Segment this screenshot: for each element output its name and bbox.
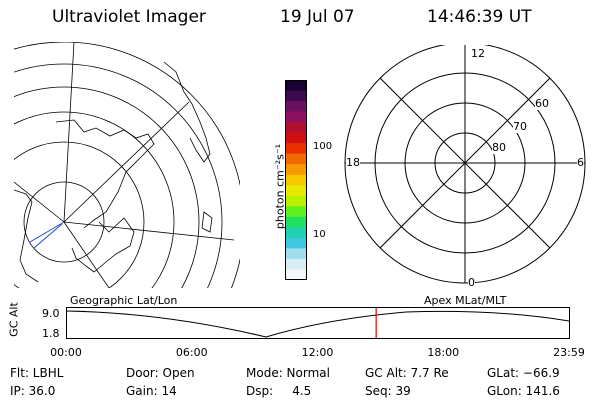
lat-circle bbox=[14, 86, 200, 288]
coastline bbox=[163, 61, 211, 163]
colorbar-swatch bbox=[285, 227, 307, 239]
timeline-plot bbox=[66, 307, 570, 339]
info-field: GC Alt: 7.7 Re bbox=[365, 366, 449, 380]
timeline-tick-label: 18:00 bbox=[427, 346, 460, 359]
timeline-tick-label: 06:00 bbox=[175, 346, 208, 359]
timeline-tick-label: 00:00 bbox=[50, 346, 82, 359]
colorbar bbox=[285, 80, 307, 280]
polar-diagonal bbox=[379, 77, 551, 249]
colorbar-swatch bbox=[285, 164, 307, 176]
timeline-left-label: Geographic Lat/Lon bbox=[70, 294, 178, 307]
polar-plot bbox=[344, 45, 586, 284]
lat-label-60: 60 bbox=[535, 97, 549, 110]
timeline-right-label: Apex MLat/MLT bbox=[424, 294, 507, 307]
info-field: Mode: Normal bbox=[246, 366, 330, 380]
timeline-tick-label: 12:00 bbox=[301, 346, 334, 359]
timeline-y-top: 9.0 bbox=[42, 307, 60, 320]
info-field: GLat: −66.9 bbox=[487, 366, 560, 380]
lon-line bbox=[63, 221, 235, 241]
colorbar-swatch bbox=[285, 101, 307, 113]
lat-label-70: 70 bbox=[513, 120, 527, 133]
orbit-track bbox=[33, 223, 63, 249]
colorbar-unit-label: photon cm⁻²s⁻¹ bbox=[273, 143, 287, 230]
colorbar-swatch bbox=[285, 216, 307, 228]
lon-line bbox=[63, 101, 190, 223]
lat-circle bbox=[14, 63, 223, 288]
coastline bbox=[201, 211, 213, 233]
date-readout: 19 Jul 07 bbox=[280, 7, 355, 27]
lon-line bbox=[14, 181, 65, 223]
app-title: Ultraviolet Imager bbox=[52, 7, 206, 27]
colorbar-swatch bbox=[285, 122, 307, 134]
lat-circle bbox=[14, 42, 240, 288]
colorbar-swatch bbox=[285, 143, 307, 155]
colorbar-tick-10: 10 bbox=[313, 229, 326, 240]
geographic-map bbox=[14, 42, 240, 288]
colorbar-swatch bbox=[285, 132, 307, 144]
timeline-axis-label: GC Alt bbox=[7, 302, 21, 337]
info-field: Gain: 14 bbox=[126, 384, 177, 398]
lat-label-80: 80 bbox=[492, 141, 506, 154]
lon-line bbox=[63, 42, 75, 223]
timeline-frame bbox=[66, 307, 570, 339]
coastline bbox=[14, 189, 39, 283]
info-field: Seq: 39 bbox=[365, 384, 411, 398]
colorbar-swatch bbox=[285, 111, 307, 123]
colorbar-swatch bbox=[285, 90, 307, 102]
mlt-label-18: 18 bbox=[346, 156, 360, 169]
altitude-curve bbox=[66, 310, 570, 338]
mlt-label-0: 0 bbox=[468, 276, 475, 289]
lat-circle bbox=[14, 111, 175, 288]
colorbar-swatch bbox=[285, 80, 307, 92]
colorbar-frame bbox=[285, 80, 307, 280]
colorbar-swatch bbox=[285, 269, 307, 280]
info-field: GLon: 141.6 bbox=[487, 384, 560, 398]
coastline bbox=[55, 119, 155, 229]
colorbar-swatch bbox=[285, 206, 307, 218]
info-field: IP: 36.0 bbox=[10, 384, 56, 398]
time-readout: 14:46:39 UT bbox=[427, 7, 532, 27]
colorbar-swatch bbox=[285, 258, 307, 270]
colorbar-tick-100: 100 bbox=[313, 141, 333, 152]
colorbar-swatch bbox=[285, 153, 307, 165]
mlt-label-6: 6 bbox=[577, 156, 584, 169]
colorbar-swatch bbox=[285, 248, 307, 260]
timeline-tick-label: 23:59 bbox=[553, 346, 585, 359]
colorbar-swatch bbox=[285, 185, 307, 197]
mlt-label-12: 12 bbox=[471, 47, 485, 60]
colorbar-swatch bbox=[285, 195, 307, 207]
orbit-track bbox=[29, 221, 65, 243]
coastline bbox=[71, 217, 135, 273]
lat-circle bbox=[23, 181, 105, 263]
info-field: Flt: LBHL bbox=[10, 366, 64, 380]
colorbar-swatch bbox=[285, 174, 307, 186]
lat-circle bbox=[14, 141, 145, 288]
info-field: Door: Open bbox=[126, 366, 195, 380]
lon-line bbox=[63, 221, 110, 288]
info-field: Dsp: 4.5 bbox=[246, 384, 312, 398]
colorbar-swatch bbox=[285, 237, 307, 249]
timeline-y-bottom: 1.8 bbox=[42, 327, 60, 340]
